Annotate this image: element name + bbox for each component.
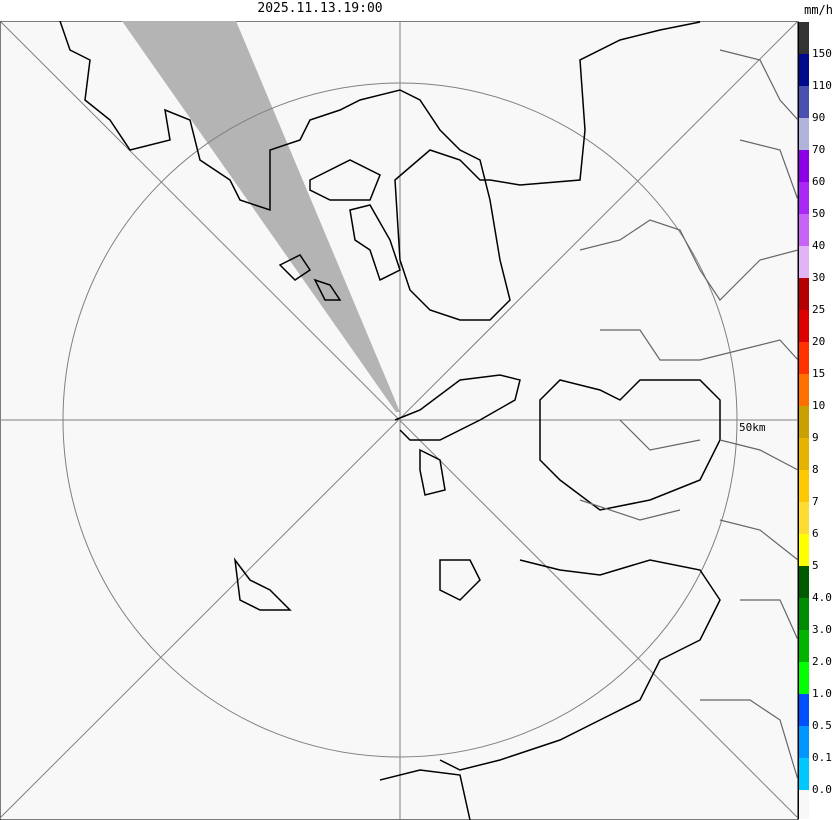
- legend-swatch: [799, 150, 809, 182]
- legend-label: 40: [812, 239, 826, 252]
- grid-lines: [0, 21, 799, 820]
- legend-swatch: [799, 118, 809, 150]
- legend-label: 0.1: [812, 751, 832, 764]
- legend-swatch: [799, 342, 809, 374]
- legend-swatch: [799, 406, 809, 438]
- legend-label: 150: [812, 47, 832, 60]
- legend-label: 3.0: [812, 623, 832, 636]
- legend-swatch: [799, 438, 809, 470]
- legend-label: 1.0: [812, 687, 832, 700]
- legend-label: 5: [812, 559, 819, 572]
- unit-label: mm/h: [804, 3, 833, 17]
- legend-label: 2.0: [812, 655, 832, 668]
- legend-label: 4.0: [812, 591, 832, 604]
- legend-swatch: [799, 310, 809, 342]
- legend-label: 60: [812, 175, 826, 188]
- legend-swatch: [799, 470, 809, 502]
- legend-label: 90: [812, 111, 826, 124]
- legend-swatch: [799, 566, 809, 598]
- legend-swatch: [799, 502, 809, 534]
- legend-label: 0.5: [812, 719, 832, 732]
- legend-label: 20: [812, 335, 826, 348]
- legend-label: 50: [812, 207, 826, 220]
- legend-swatch: [799, 630, 809, 662]
- legend-swatch: [799, 22, 809, 54]
- legend-label: 0.0: [812, 783, 832, 796]
- legend-label: 110: [812, 79, 832, 92]
- legend-label: 25: [812, 303, 826, 316]
- legend-label: 6: [812, 527, 819, 540]
- range-ring-label: 50km: [739, 421, 766, 434]
- color-legend: [798, 22, 810, 819]
- legend-swatch: [799, 214, 809, 246]
- legend-label: 10: [812, 399, 826, 412]
- legend-swatch: [799, 54, 809, 86]
- coastlines: [59, 21, 721, 820]
- legend-label: 15: [812, 367, 826, 380]
- legend-label: 8: [812, 463, 819, 476]
- legend-label: 7: [812, 495, 819, 508]
- legend-label: 70: [812, 143, 826, 156]
- legend-swatch: [799, 758, 809, 790]
- legend-swatch: [799, 182, 809, 214]
- legend-swatch: [799, 246, 809, 278]
- range-ring: [62, 82, 738, 758]
- radar-echo: [122, 21, 400, 412]
- legend-swatch: [799, 598, 809, 630]
- legend-swatch: [799, 278, 809, 310]
- legend-label: 9: [812, 431, 819, 444]
- radar-map: 50km: [0, 21, 799, 820]
- legend-label: 30: [812, 271, 826, 284]
- legend-swatch: [799, 86, 809, 118]
- legend-swatch: [799, 662, 809, 694]
- legend-swatch: [799, 726, 809, 758]
- legend-swatch: [799, 374, 809, 406]
- legend-swatch: [799, 790, 809, 819]
- admin-borders: [579, 49, 799, 781]
- legend-swatch: [799, 534, 809, 566]
- legend-swatch: [799, 694, 809, 726]
- timestamp-title: 2025.11.13.19:00: [257, 1, 383, 16]
